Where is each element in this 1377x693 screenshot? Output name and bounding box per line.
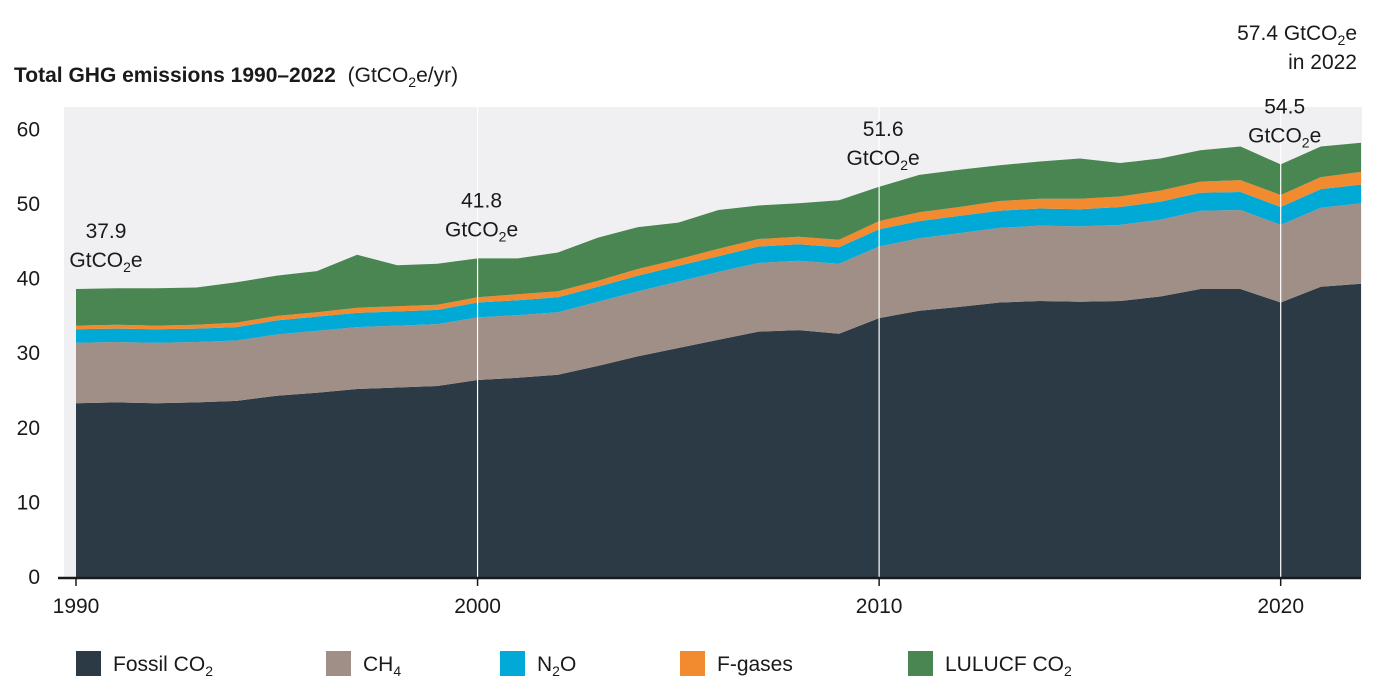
annotation-2020: 54.5 GtCO2e <box>1248 95 1321 150</box>
annotation-value: 41.8 <box>461 189 502 212</box>
grid-lines <box>476 107 1282 577</box>
legend-swatch <box>500 651 525 676</box>
legend-item: F-gases <box>680 651 793 676</box>
annotation-2022: 57.4 GtCO2e in 2022 <box>1237 22 1357 74</box>
y-tick-label: 40 <box>17 268 40 291</box>
legend-label: LULUCF CO2 <box>945 653 1072 679</box>
area-fossil-co2 <box>76 283 1361 577</box>
annotation-value: 54.5 <box>1264 95 1305 118</box>
annotation-text: GtCO2e <box>847 147 920 173</box>
y-tick-label: 30 <box>17 342 40 365</box>
annotation-text: GtCO2e <box>445 218 518 244</box>
area-lulucf-co2 <box>76 142 1361 326</box>
area-ch4 <box>76 203 1361 404</box>
x-tick-label: 2000 <box>454 595 501 618</box>
legend-swatch <box>680 651 705 676</box>
legend-item: Fossil CO2 <box>76 651 213 679</box>
y-tick-label: 60 <box>17 118 40 141</box>
area-n2o <box>76 184 1361 343</box>
legend-item: CH4 <box>326 651 401 679</box>
annotation-text: GtCO2e <box>1248 124 1321 150</box>
legend-swatch <box>76 651 101 676</box>
legend-label: Fossil CO2 <box>113 653 213 679</box>
chart-title-unit-sub: 2 <box>408 74 416 90</box>
annotation-value: 51.6 <box>863 118 904 141</box>
legend-label: F-gases <box>717 653 793 676</box>
legend-label: CH4 <box>363 653 401 679</box>
y-tick-label: 10 <box>17 491 40 514</box>
y-axis: 0 10 20 30 40 50 60 <box>17 118 40 589</box>
annotation-text: in 2022 <box>1288 51 1357 74</box>
legend-swatch <box>908 651 933 676</box>
annotation-2000: 41.8 GtCO2e <box>445 189 518 244</box>
chart-title-unit: (GtCO <box>348 64 409 87</box>
annotation-text: 57.4 GtCO2e <box>1237 22 1357 48</box>
annotation-1990: 37.9 GtCO2e <box>69 220 142 275</box>
annotations: 37.9 GtCO2e 41.8 GtCO2e 51.6 GtCO2e 54.5 GtCO2e… <box>69 22 1357 275</box>
chart-title-main: Total GHG emissions 1990–2022 <box>14 64 336 87</box>
y-tick-label: 0 <box>28 566 40 589</box>
y-tick-label: 50 <box>17 193 40 216</box>
legend: Fossil CO2 CH4 N2O F-gases LULUCF CO2 <box>76 651 1072 679</box>
chart-title-unit-suffix: e/yr) <box>416 64 458 87</box>
y-tick-label: 20 <box>17 417 40 440</box>
x-tick-label: 2020 <box>1257 595 1304 618</box>
x-tick-label: 1990 <box>53 595 100 618</box>
legend-swatch <box>326 651 351 676</box>
x-tick-label: 2010 <box>856 595 903 618</box>
series-areas <box>76 142 1361 577</box>
annotation-text: GtCO2e <box>69 249 142 275</box>
annotation-2010: 51.6 GtCO2e <box>847 118 920 173</box>
legend-label: N2O <box>537 653 576 679</box>
chart-title: Total GHG emissions 1990–2022 (GtCO2e/yr… <box>14 64 458 90</box>
annotation-value: 37.9 <box>86 220 127 243</box>
legend-item: N2O <box>500 651 576 679</box>
legend-item: LULUCF CO2 <box>908 651 1072 679</box>
x-axis: 1990 2000 2010 2020 <box>53 576 1361 618</box>
area-f-gases <box>76 171 1361 330</box>
